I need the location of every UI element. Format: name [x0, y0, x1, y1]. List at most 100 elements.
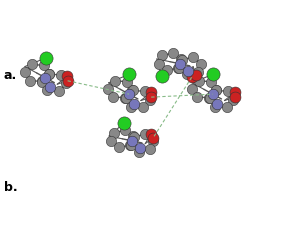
Point — [112, 131, 117, 134]
Point — [65, 79, 70, 83]
Point — [123, 128, 128, 132]
Point — [127, 92, 131, 96]
Point — [106, 87, 111, 90]
Point — [47, 72, 52, 76]
Point — [141, 106, 146, 109]
Point — [207, 96, 212, 100]
Point — [207, 96, 212, 100]
Point — [40, 80, 45, 84]
Point — [46, 72, 51, 76]
Point — [123, 96, 128, 100]
Point — [231, 98, 236, 102]
Point — [131, 135, 136, 138]
Point — [141, 106, 146, 109]
Point — [196, 79, 201, 83]
Point — [106, 87, 111, 90]
Point — [165, 68, 170, 72]
Point — [148, 132, 153, 136]
Point — [148, 147, 152, 151]
Point — [46, 72, 51, 76]
Point — [190, 55, 195, 59]
Point — [130, 88, 135, 92]
Text: b.: b. — [4, 181, 17, 194]
Point — [130, 88, 135, 92]
Point — [198, 62, 203, 65]
Point — [142, 133, 147, 136]
Point — [213, 88, 218, 92]
Point — [207, 96, 212, 100]
Point — [113, 79, 118, 83]
Point — [124, 96, 128, 100]
Point — [184, 73, 189, 76]
Point — [39, 80, 44, 83]
Point — [160, 54, 164, 57]
Point — [214, 89, 219, 92]
Point — [184, 73, 189, 76]
Point — [129, 143, 134, 147]
Point — [176, 66, 181, 70]
Point — [147, 98, 152, 102]
Point — [45, 88, 50, 92]
Point — [122, 121, 127, 125]
Point — [136, 150, 141, 153]
Point — [208, 80, 213, 83]
Point — [212, 105, 217, 109]
Point — [142, 133, 147, 136]
Point — [111, 95, 116, 99]
Point — [39, 80, 44, 83]
Point — [190, 87, 194, 90]
Point — [165, 68, 170, 72]
Point — [125, 80, 130, 83]
Point — [170, 51, 175, 55]
Point — [212, 105, 217, 109]
Point — [57, 89, 62, 93]
Point — [208, 80, 213, 83]
Point — [195, 95, 200, 99]
Point — [176, 66, 180, 70]
Point — [130, 139, 134, 143]
Point — [224, 106, 229, 109]
Point — [176, 66, 180, 70]
Point — [123, 96, 128, 100]
Point — [129, 105, 134, 109]
Point — [48, 85, 52, 89]
Point — [59, 73, 64, 77]
Point — [22, 70, 27, 74]
Point — [194, 73, 199, 76]
Point — [29, 63, 34, 66]
Point — [109, 139, 114, 143]
Point — [190, 87, 194, 90]
Point — [138, 146, 142, 150]
Point — [127, 72, 132, 76]
Point — [125, 80, 130, 83]
Point — [147, 98, 152, 102]
Point — [151, 139, 155, 142]
Point — [198, 62, 203, 65]
Point — [207, 96, 212, 100]
Point — [196, 79, 201, 83]
Point — [157, 62, 161, 66]
Point — [129, 105, 134, 109]
Point — [214, 89, 219, 92]
Point — [142, 90, 147, 93]
Point — [231, 98, 236, 102]
Point — [142, 90, 147, 93]
Point — [224, 106, 229, 109]
Point — [131, 135, 136, 138]
Point — [43, 76, 48, 80]
Point — [22, 70, 27, 74]
Point — [178, 58, 183, 61]
Point — [159, 74, 164, 78]
Point — [113, 79, 118, 83]
Text: a.: a. — [4, 69, 17, 82]
Point — [64, 82, 69, 85]
Point — [178, 58, 183, 61]
Point — [148, 147, 152, 151]
Point — [136, 150, 141, 153]
Point — [189, 75, 194, 79]
Point — [190, 55, 195, 59]
Point — [195, 95, 200, 99]
Point — [179, 58, 184, 61]
Point — [129, 143, 134, 147]
Point — [176, 66, 181, 70]
